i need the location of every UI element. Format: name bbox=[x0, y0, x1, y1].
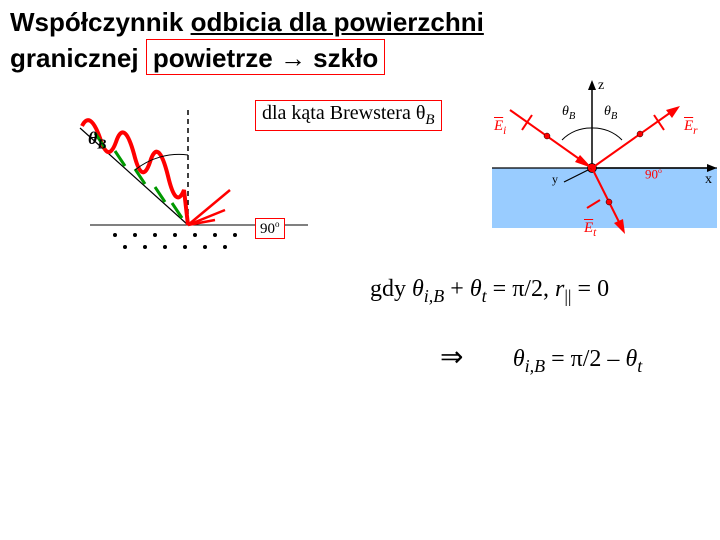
formula-1: gdy θi,B + θt = π/2, r|| = 0 bbox=[370, 275, 609, 307]
f2-eq: = π/2 – bbox=[545, 346, 625, 372]
wave-diagram: θB 90o bbox=[60, 110, 320, 270]
f1-eq: = π/2, bbox=[487, 276, 555, 302]
wave-thetaB-sub: B bbox=[97, 137, 106, 152]
f1-plus: + bbox=[444, 276, 470, 302]
f2-theta2: θ bbox=[625, 346, 637, 372]
axis-y-label: y bbox=[552, 172, 558, 187]
wave-thetaB-label: θB bbox=[88, 128, 106, 153]
coord-thetaB-left-s: B bbox=[569, 111, 575, 122]
wave-ninety: 90 bbox=[260, 221, 275, 237]
coord-thetaB-left-t: θ bbox=[562, 104, 569, 119]
axis-z-label: z bbox=[598, 78, 604, 94]
coord-thetaB-right: θB bbox=[604, 104, 617, 122]
coord-ninety-t: 90 bbox=[645, 166, 658, 181]
axis-x-label: x bbox=[705, 172, 712, 188]
coord-ninety: 90o bbox=[645, 166, 662, 182]
f2-iB: i,B bbox=[525, 356, 546, 376]
f1-theta1: θ bbox=[412, 276, 424, 302]
coord-thetaB-right-s: B bbox=[611, 111, 617, 122]
title-line2-plain: granicznej bbox=[10, 43, 146, 73]
title-line1-plain: Współczynnik bbox=[10, 7, 191, 37]
coord-thetaB-left: θB bbox=[562, 104, 575, 122]
f1-iB: i,B bbox=[424, 286, 445, 306]
Ei-text: E bbox=[494, 118, 503, 134]
Et-sub: t bbox=[593, 227, 596, 239]
wave-ninety-box: 90o bbox=[255, 218, 285, 239]
Et-text: E bbox=[584, 220, 593, 236]
title-line1-underlined: odbicia dla powierzchni bbox=[191, 7, 484, 37]
coord-thetaB-right-t: θ bbox=[604, 104, 611, 119]
slide: Współczynnik odbicia dla powierzchni gra… bbox=[0, 0, 720, 540]
title: Współczynnik odbicia dla powierzchni gra… bbox=[10, 6, 484, 75]
brewster-label-sub: B bbox=[425, 112, 434, 128]
Er-text: E bbox=[684, 118, 693, 134]
title-line-2: granicznej powietrze → szkło bbox=[10, 39, 484, 76]
formula-2: ⇒ θi,B = π/2 – θt bbox=[440, 340, 642, 377]
Er-label: Er bbox=[684, 118, 698, 137]
f1-gdy: gdy bbox=[370, 276, 412, 302]
Et-label: Et bbox=[584, 220, 596, 239]
title-line-1: Współczynnik odbicia dla powierzchni bbox=[10, 6, 484, 39]
f2-arrow: ⇒ bbox=[440, 342, 463, 373]
f2-t: t bbox=[637, 356, 642, 376]
f1-r: r bbox=[555, 276, 564, 302]
coord-diagram: z x y Ei Er Et θB θB 90o bbox=[492, 80, 717, 240]
wave-ninety-sup: o bbox=[275, 219, 280, 229]
f1-parallel: || bbox=[564, 286, 571, 306]
Er-sub: r bbox=[693, 125, 697, 137]
f1-eq0: = 0 bbox=[572, 276, 610, 302]
Ei-label: Ei bbox=[494, 118, 506, 137]
wave-thetaB: θ bbox=[88, 128, 97, 148]
f1-theta2: θ bbox=[470, 276, 482, 302]
coord-ninety-s: o bbox=[658, 166, 662, 175]
Ei-sub: i bbox=[503, 125, 506, 137]
title-line2-boxed: powietrze → szkło bbox=[146, 39, 385, 76]
f2-theta1: θ bbox=[513, 346, 525, 372]
